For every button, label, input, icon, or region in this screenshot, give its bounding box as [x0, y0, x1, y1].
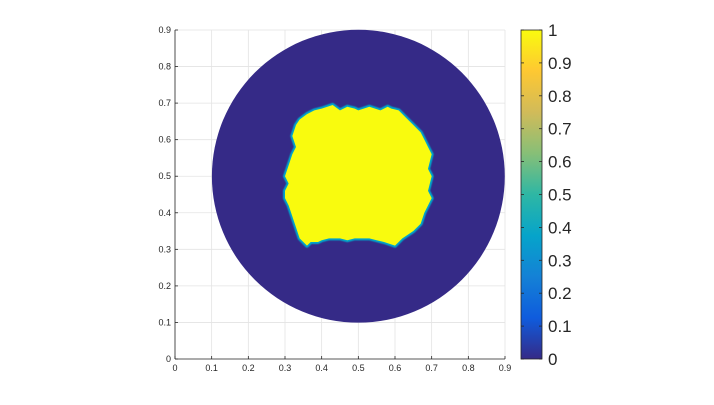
y-tick-label: 0.9 [158, 25, 171, 35]
colorbar: 0 0.1 0.2 0.3 0.4 0.5 0.6 0.7 0.8 0.9 1 [520, 21, 572, 369]
x-tick-label: 0.6 [389, 363, 402, 373]
y-tick-label: 0.1 [158, 317, 171, 327]
x-axis-ticks: 0 0.1 0.2 0.3 0.4 0.5 0.6 0.7 0.8 0.9 [172, 356, 511, 373]
colorbar-tick-label: 0.4 [548, 218, 572, 237]
x-tick-label: 0.9 [499, 363, 512, 373]
y-tick-label: 0.2 [158, 281, 171, 291]
x-tick-label: 0.5 [352, 363, 365, 373]
plot-area: 0 0.1 0.2 0.3 0.4 0.5 0.6 0.7 0.8 0.9 00.10.20.30… [158, 25, 511, 373]
x-tick-label: 0 [172, 363, 177, 373]
colorbar-tick-label: 0.1 [548, 317, 572, 336]
x-tick-label: 0.1 [205, 363, 218, 373]
colorbar-gradient [520, 29, 543, 360]
x-tick-label: 0.7 [425, 363, 438, 373]
colorbar-tick-label: 0.6 [548, 153, 572, 172]
colorbar-tick-label: 0.9 [548, 54, 572, 73]
y-axis-ticks: 0 0.1 0.2 0.3 0.4 0.5 0.6 0.7 0.8 0.9 [158, 25, 178, 364]
y-tick-label: 0.4 [158, 208, 171, 218]
y-tick-label: 0 [166, 354, 171, 364]
colorbar-tick-label: 0.5 [548, 186, 572, 205]
y-tick-label: 0.6 [158, 135, 171, 145]
x-tick-label: 0.3 [279, 363, 292, 373]
x-tick-label: 0.4 [315, 363, 328, 373]
colorbar-tick-label: 1 [548, 21, 557, 40]
axes-frame [174, 30, 505, 360]
y-tick-label: 0.8 [158, 62, 171, 72]
y-tick-label: 0.3 [158, 244, 171, 254]
colorbar-tick-label: 0.8 [548, 87, 572, 106]
colorbar-tick-label: 0.2 [548, 284, 572, 303]
colorbar-tick-label: 0.7 [548, 120, 572, 139]
x-tick-label: 0.2 [242, 363, 255, 373]
y-tick-label: 0.5 [158, 171, 171, 181]
colorbar-tick-label: 0 [548, 350, 557, 369]
x-tick-label: 0.8 [462, 363, 475, 373]
region-fill [285, 104, 432, 246]
colorbar-tick-label: 0.3 [548, 251, 572, 270]
y-tick-label: 0.7 [158, 98, 171, 108]
colorbar-ticks: 0 0.1 0.2 0.3 0.4 0.5 0.6 0.7 0.8 0.9 1 [521, 21, 572, 369]
